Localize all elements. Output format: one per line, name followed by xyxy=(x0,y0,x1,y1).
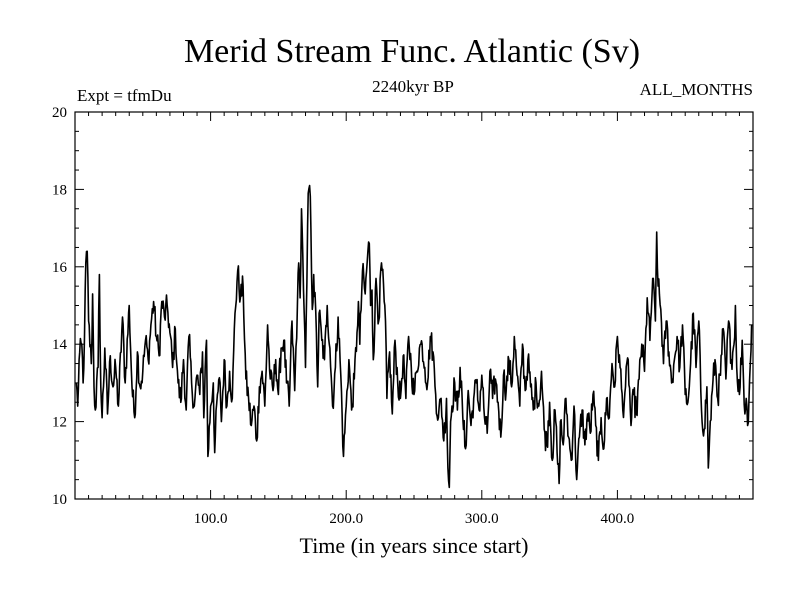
months-label: ALL_MONTHS xyxy=(640,80,753,99)
y-tick-label: 10 xyxy=(52,492,67,508)
y-tick-label: 14 xyxy=(52,337,68,353)
x-tick-label: 300.0 xyxy=(465,511,499,527)
x-axis: 100.0 200.0 300.0 400.0 xyxy=(194,112,635,527)
experiment-label: Expt = tfmDu xyxy=(77,86,172,105)
y-tick-label: 20 xyxy=(52,105,67,121)
y-tick-label: 18 xyxy=(52,182,67,198)
y-axis: 10 12 14 16 18 20 xyxy=(52,105,753,508)
y-tick-label: 12 xyxy=(52,415,67,431)
chart-title: Merid Stream Func. Atlantic (Sv) xyxy=(184,33,640,70)
x-axis-label: Time (in years since start) xyxy=(300,533,529,558)
y-tick-label: 16 xyxy=(52,260,68,276)
period-label: 2240kyr BP xyxy=(372,77,454,96)
x-tick-label: 400.0 xyxy=(601,511,635,527)
series-line-atlantic-moc xyxy=(75,184,753,489)
x-tick-label: 200.0 xyxy=(329,511,363,527)
x-tick-label: 100.0 xyxy=(194,511,228,527)
